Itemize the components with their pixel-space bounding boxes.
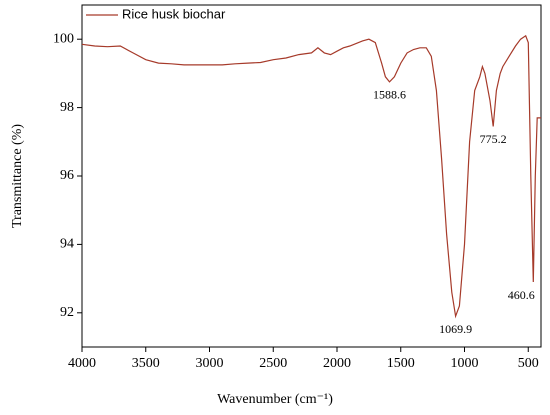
y-tick-label: 96 xyxy=(60,168,74,183)
x-tick-label: 2500 xyxy=(259,356,287,371)
spectrum-line xyxy=(81,34,541,319)
peak-label: 460.6 xyxy=(508,288,535,302)
x-tick-label: 500 xyxy=(518,356,539,371)
x-tick-label: 1000 xyxy=(451,356,479,371)
peak-label: 775.2 xyxy=(480,132,507,146)
x-tick-label: 1500 xyxy=(387,356,415,371)
legend-label: Rice husk biochar xyxy=(122,6,226,21)
y-tick-label: 98 xyxy=(60,100,74,115)
x-axis-title: Wavenumber (cm⁻¹) xyxy=(217,392,333,407)
peak-label: 1588.6 xyxy=(373,88,406,102)
y-tick-label: 92 xyxy=(60,305,74,320)
x-tick-label: 4000 xyxy=(68,356,96,371)
x-tick-label: 2000 xyxy=(323,356,351,371)
plot-frame xyxy=(81,4,542,348)
x-tick-label: 3500 xyxy=(132,356,160,371)
y-axis-title: Transmittance (%) xyxy=(10,124,25,228)
y-tick-label: 100 xyxy=(53,31,74,46)
peak-label: 1069.9 xyxy=(439,322,472,336)
x-tick-label: 3000 xyxy=(196,356,224,371)
y-tick-label: 94 xyxy=(60,237,74,252)
